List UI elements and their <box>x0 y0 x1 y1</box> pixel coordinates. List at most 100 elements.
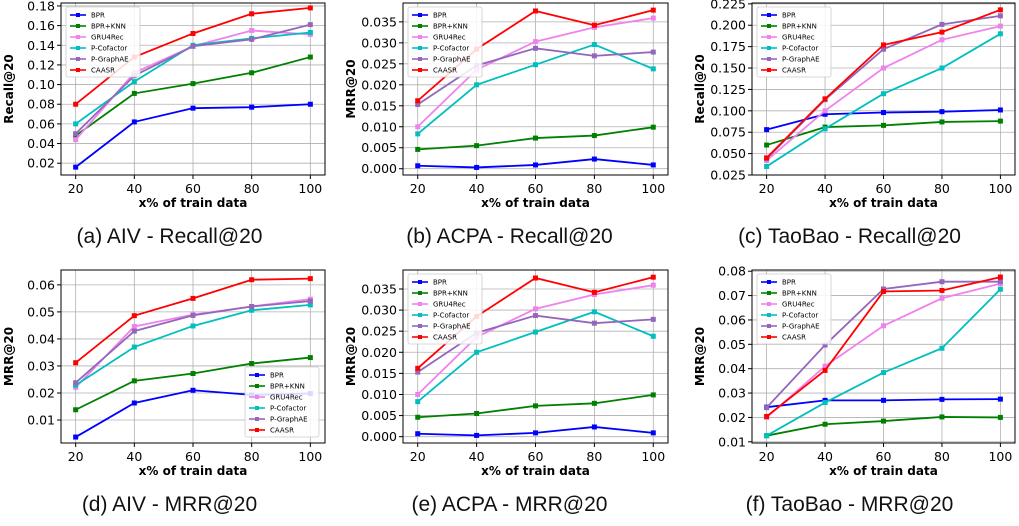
data-point <box>650 274 656 280</box>
y-tick-label: 0.100 <box>710 103 746 118</box>
data-point <box>591 309 597 315</box>
data-point <box>415 102 421 108</box>
x-tick-label: 80 <box>586 449 602 464</box>
data-point <box>474 164 480 170</box>
data-point <box>474 143 480 149</box>
data-point <box>764 413 770 419</box>
y-tick-label: 0.08 <box>27 97 55 112</box>
y-tick-label: 0.02 <box>27 385 55 400</box>
y-tick-label: 0.015 <box>361 366 397 381</box>
data-point <box>591 400 597 406</box>
legend-label: P-GraphAE <box>433 323 471 331</box>
legend-label: GRU4Rec <box>433 301 466 309</box>
data-point <box>764 163 770 169</box>
legend-marker <box>767 24 771 28</box>
y-tick-label: 0.08 <box>718 264 746 279</box>
y-tick-label: 0.075 <box>710 125 746 140</box>
legend-marker <box>418 68 422 72</box>
legend-marker <box>76 35 80 39</box>
data-point <box>939 21 945 27</box>
data-point <box>881 370 886 376</box>
legend-marker <box>418 57 422 61</box>
legend: BPR BPR+KNN GRU4Rec P-Cofactor P-GraphAE CAAS… <box>756 273 832 345</box>
data-point <box>73 121 79 127</box>
data-point <box>415 163 421 169</box>
legend-label: BPR+KNN <box>91 23 126 31</box>
data-point <box>939 414 945 420</box>
y-tick-label: 0.01 <box>718 434 746 449</box>
data-point <box>415 369 421 375</box>
y-tick-label: 0.000 <box>361 429 397 444</box>
legend-label: P-GraphAE <box>91 56 129 64</box>
data-point <box>650 430 656 436</box>
legend-marker <box>255 373 259 377</box>
data-point <box>190 312 196 318</box>
data-point <box>533 403 538 409</box>
y-tick-label: 0.125 <box>710 82 746 97</box>
data-point <box>591 22 597 28</box>
data-point <box>881 91 886 97</box>
x-axis-label: x% of train data <box>139 196 248 210</box>
y-tick-label: 0.18 <box>27 0 55 13</box>
y-axis-label: MRR@20 <box>344 327 358 386</box>
legend-label: P-Cofactor <box>270 405 306 413</box>
x-tick-label: 20 <box>759 181 775 196</box>
x-tick-label: 80 <box>244 181 260 196</box>
legend-label: BPR <box>433 279 447 287</box>
data-point <box>822 342 828 348</box>
x-axis-label: x% of train data <box>829 196 938 210</box>
data-point <box>474 82 480 88</box>
legend-label: P-Cofactor <box>782 45 818 53</box>
y-tick-label: 0.015 <box>361 98 397 113</box>
data-point <box>249 11 255 17</box>
data-point <box>881 323 886 329</box>
y-tick-label: 0.030 <box>361 35 397 50</box>
x-axis-label: x% of train data <box>481 464 590 478</box>
legend: BPR BPR+KNN GRU4Rec P-Cofactor P-GraphAE CAAS… <box>65 6 141 78</box>
legend-label: P-Cofactor <box>782 312 818 320</box>
data-point <box>415 131 421 137</box>
data-point <box>533 329 538 335</box>
data-point <box>939 287 945 293</box>
y-tick-label: 0.050 <box>710 146 746 161</box>
data-point <box>533 430 538 436</box>
subfigure-caption: (a) AIV - Recall@20 <box>76 225 263 248</box>
data-point <box>249 361 255 367</box>
data-point <box>474 349 480 355</box>
legend-label: CAASR <box>270 427 294 435</box>
data-point <box>533 135 538 141</box>
data-point <box>881 418 886 424</box>
legend-label: GRU4Rec <box>782 301 815 309</box>
data-point <box>415 98 421 104</box>
legend-label: GRU4Rec <box>782 34 815 42</box>
data-point <box>415 399 421 405</box>
legend-marker <box>418 46 422 50</box>
x-tick-label: 100 <box>641 449 665 464</box>
x-tick-label: 40 <box>469 449 485 464</box>
data-point <box>533 45 538 51</box>
data-point <box>131 90 137 96</box>
legend: BPR BPR+KNN GRU4Rec P-Cofactor P-GraphAE CAAS… <box>407 6 483 78</box>
x-tick-label: 60 <box>528 449 544 464</box>
data-point <box>131 323 137 329</box>
data-point <box>650 333 656 339</box>
x-tick-label: 20 <box>759 449 775 464</box>
legend-marker <box>255 406 259 410</box>
y-tick-label: 0.04 <box>718 361 746 376</box>
data-point <box>939 109 945 115</box>
data-point <box>190 105 196 111</box>
data-point <box>939 396 945 402</box>
data-point <box>190 371 196 377</box>
data-point <box>131 378 137 384</box>
data-point <box>591 424 597 430</box>
legend-marker <box>418 324 422 328</box>
legend: BPR BPR+KNN GRU4Rec P-Cofactor P-GraphAE CAAS… <box>756 6 832 78</box>
legend-label: P-Cofactor <box>433 45 469 53</box>
chart-panel-5: 0.000 0.005 0.010 0.015 0.020 0.025 0.030 0.035… <box>344 269 669 478</box>
legend-label: BPR <box>782 12 796 20</box>
x-tick-label: 60 <box>876 181 892 196</box>
data-point <box>939 29 945 35</box>
data-point <box>822 363 828 369</box>
data-point <box>650 162 656 168</box>
data-point <box>822 108 828 114</box>
